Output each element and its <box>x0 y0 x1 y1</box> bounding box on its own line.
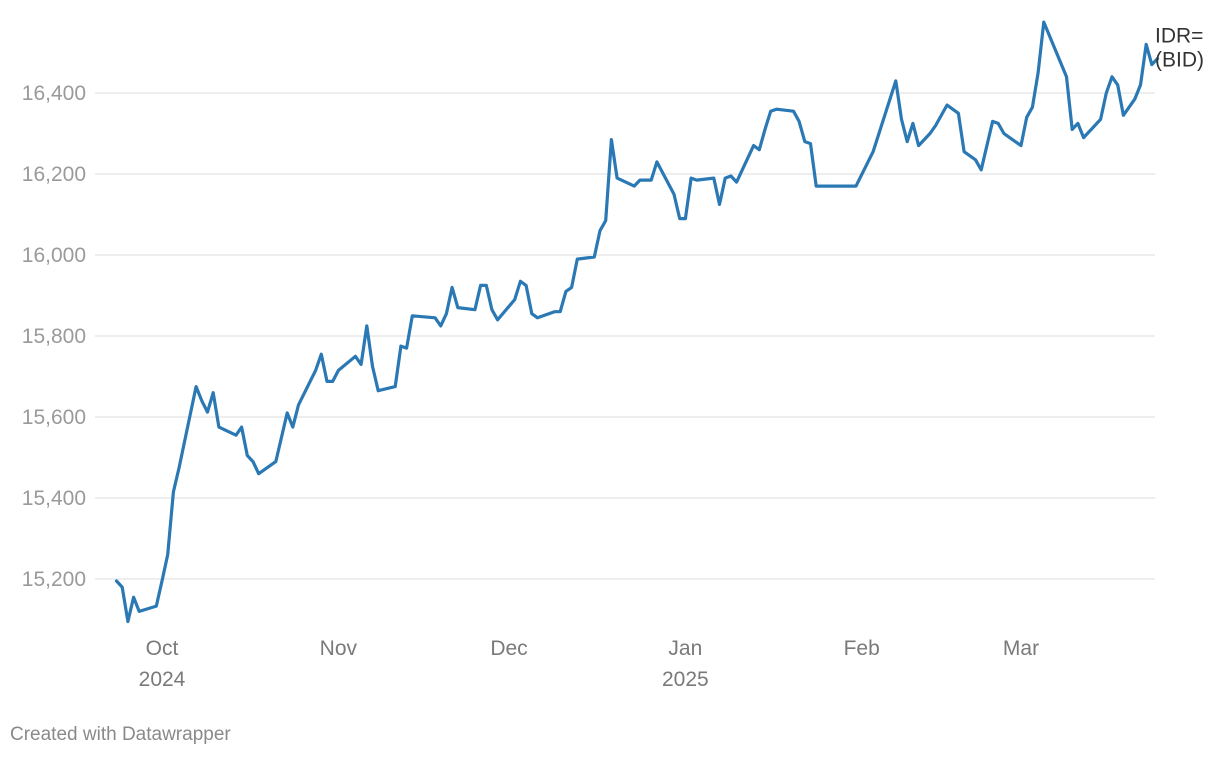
x-tick-label-nov: Nov <box>320 637 358 660</box>
x-tick-label-mar: Mar <box>1003 637 1039 660</box>
x-tick-year-2025: 2025 <box>662 668 709 691</box>
series-labels: IDR=(BID) <box>1155 25 1204 72</box>
series-label-line-0: IDR= <box>1155 25 1203 48</box>
x-tick-label-dec: Dec <box>490 637 527 660</box>
y-tick-label-15400: 15,400 <box>22 487 86 510</box>
x-tick-label-oct: Oct <box>146 637 179 660</box>
series-label-line-1: (BID) <box>1155 49 1204 72</box>
footer-credit: Created with Datawrapper <box>10 724 231 745</box>
series-lines <box>114 20 1160 624</box>
y-tick-label-16200: 16,200 <box>22 163 86 186</box>
y-tick-label-15800: 15,800 <box>22 325 86 348</box>
x-axis-tick-labels: Oct 2024 Nov Dec Jan 2025 Feb Mar <box>139 637 1039 691</box>
gridlines <box>95 92 1155 580</box>
x-tick-year-2024: 2024 <box>139 668 186 691</box>
y-tick-label-15200: 15,200 <box>22 568 86 591</box>
y-axis-tick-labels: 15,200 15,400 15,600 15,800 16,000 16,200 16,4… <box>22 82 86 591</box>
y-tick-label-15600: 15,600 <box>22 406 86 429</box>
y-tick-label-16400: 16,400 <box>22 82 86 105</box>
x-tick-label-feb: Feb <box>844 637 880 660</box>
x-tick-label-jan: Jan <box>668 637 702 660</box>
series-line-0 <box>114 20 1160 624</box>
y-tick-label-16000: 16,000 <box>22 244 86 267</box>
